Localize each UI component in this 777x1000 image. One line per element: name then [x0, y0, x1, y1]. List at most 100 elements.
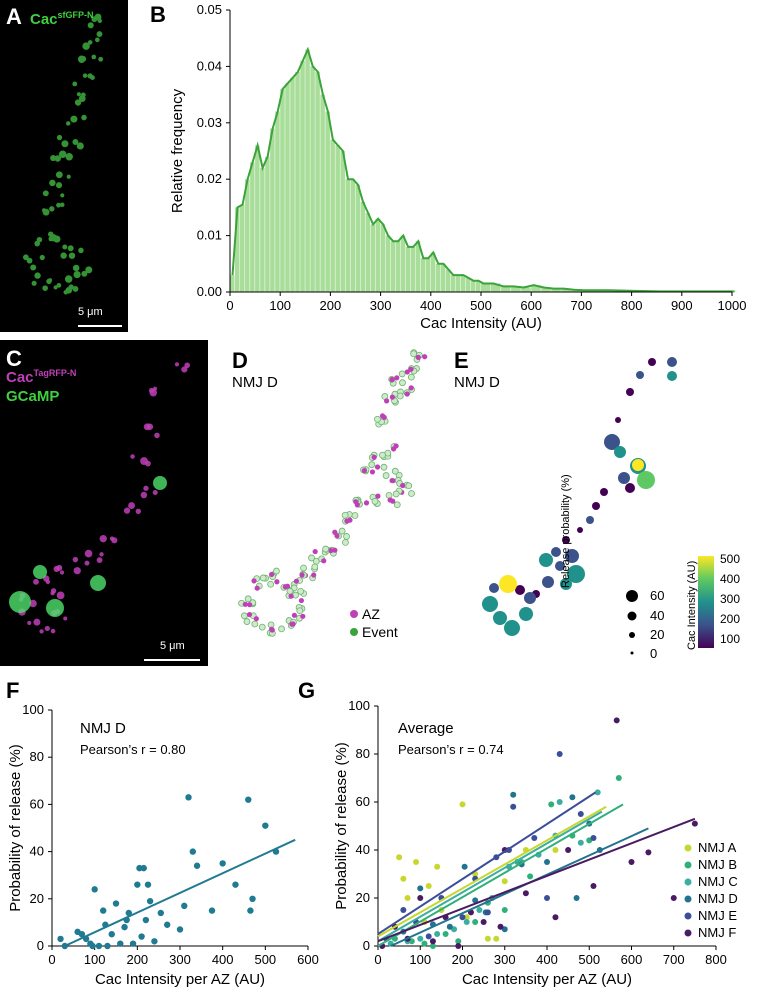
puncta-dot [63, 616, 68, 621]
az-dot [332, 529, 338, 535]
az-dot [253, 616, 259, 622]
puncta-dot [65, 121, 71, 126]
micrograph-a-puncta [22, 13, 122, 327]
histogram-bar [491, 283, 501, 292]
histogram-bar [250, 162, 255, 292]
puncta-dot [81, 114, 87, 121]
x-tick-label: 400 [420, 298, 442, 313]
histogram-bar [551, 288, 561, 292]
y-tick-label: 0.03 [197, 115, 222, 130]
data-point [615, 775, 622, 781]
az-dot [404, 369, 410, 375]
puncta-dot [56, 202, 61, 208]
release-site [667, 357, 677, 367]
release-site [618, 472, 630, 484]
channel-main: Cac [6, 369, 34, 386]
az-dot [298, 597, 305, 604]
puncta-dot [64, 275, 73, 283]
az-dot [274, 579, 280, 585]
x-axis-label: Cac Intensity per AZ (AU) [95, 971, 265, 988]
panel-label-a: A [6, 4, 22, 29]
y-tick-label: 0 [363, 938, 370, 953]
az-dot [354, 502, 360, 508]
colorbar-tick-500: 500 [720, 552, 741, 566]
release-site [542, 576, 554, 588]
data-point [142, 916, 150, 924]
puncta-dot [72, 264, 80, 272]
az-dot [332, 547, 338, 553]
histogram-bar [300, 60, 305, 293]
histogram-bar [260, 167, 265, 292]
channel-label: CacsfGFP-N [30, 10, 94, 28]
data-point [247, 907, 254, 914]
az-dot [251, 578, 257, 584]
puncta-dot [140, 457, 148, 465]
x-tick-label: 600 [297, 952, 319, 967]
y-tick-label: 0 [37, 938, 44, 953]
data-point [510, 803, 517, 810]
histogram-bar [425, 258, 431, 292]
histogram-bar [521, 287, 531, 292]
puncta-dot [96, 31, 103, 37]
data-point [472, 897, 479, 904]
puncta-dot [90, 75, 95, 81]
release-site [551, 547, 561, 557]
az-dot [269, 571, 275, 578]
puncta-dot [81, 270, 88, 277]
data-point [189, 848, 196, 855]
histogram-bar [400, 235, 406, 292]
data-point [404, 895, 411, 901]
panel-label-b: B [150, 2, 166, 27]
histogram-bar [230, 275, 235, 292]
data-point [544, 859, 550, 865]
data-point [400, 907, 407, 913]
data-point [556, 799, 563, 805]
data-point [463, 919, 470, 925]
fit-line [377, 805, 607, 938]
size-legend-dot [630, 651, 634, 655]
az-dot [408, 366, 414, 372]
az-dot [300, 613, 306, 619]
puncta-dot [49, 206, 55, 212]
release-site [482, 596, 498, 612]
panel-label-f: F [6, 678, 20, 703]
release-site [565, 549, 579, 563]
data-point [193, 862, 201, 869]
histogram-bar [355, 184, 361, 292]
data-point [459, 801, 466, 808]
histogram-bar [325, 111, 330, 293]
release-site [648, 358, 656, 366]
puncta-dot [84, 560, 90, 566]
size-legend-dot [627, 611, 637, 621]
az-dot [394, 375, 400, 381]
data-point [480, 919, 487, 925]
fit-line [377, 817, 696, 943]
puncta-dot [80, 55, 87, 62]
legend-label: NMJ D [698, 891, 738, 906]
fit-line [377, 810, 603, 943]
puncta-dot [27, 620, 32, 626]
histogram-bar [440, 263, 446, 292]
event-dot [308, 554, 315, 562]
data-point [565, 847, 572, 853]
y-axis-label: Probability of release (%) [333, 742, 350, 910]
calcium-event [46, 599, 64, 617]
data-point [140, 864, 147, 872]
event-dot [311, 563, 319, 571]
fit-line [377, 803, 624, 947]
size-legend-0: 0 [650, 646, 658, 661]
puncta-dot [85, 266, 93, 274]
data-point [417, 895, 424, 901]
histogram-chart: 0 100 200 300 400 500 600 700 800 900 1000 0.00 0.01… [169, 2, 746, 332]
channel-main: Cac [30, 11, 58, 28]
calcium-event [153, 476, 167, 490]
puncta-dot [42, 285, 48, 292]
x-tick-label: 300 [169, 952, 191, 967]
data-point [417, 885, 424, 892]
data-point [400, 875, 407, 882]
colorbar-tick-400: 400 [720, 572, 741, 586]
x-tick-label: 200 [452, 952, 474, 967]
data-point [108, 931, 115, 938]
data-point [484, 909, 491, 916]
x-tick-label: 500 [254, 952, 276, 967]
